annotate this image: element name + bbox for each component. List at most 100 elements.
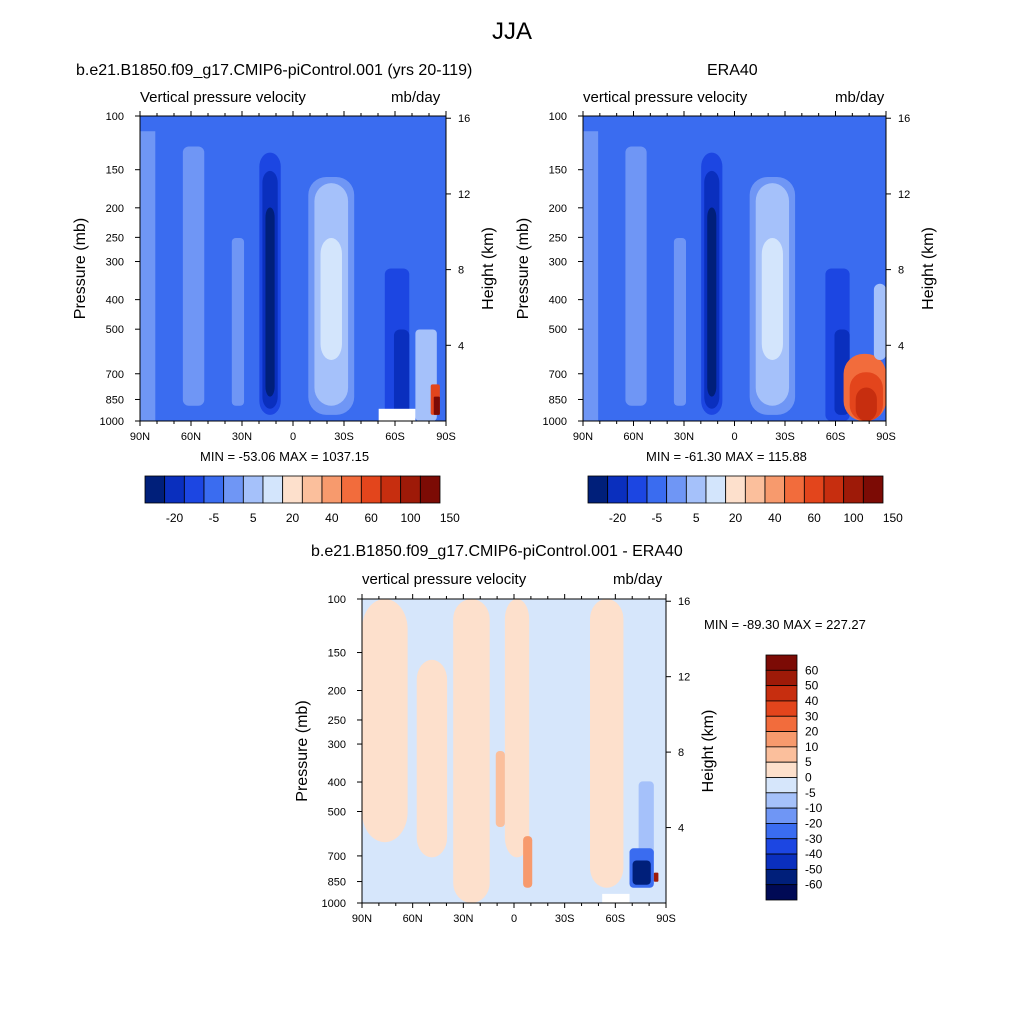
y-tick-label: 400 (328, 777, 346, 789)
y-right-tick-label: 8 (458, 265, 464, 277)
colorbar-swatch (765, 731, 798, 748)
colorbar-swatch (765, 777, 798, 794)
field-band (590, 599, 624, 888)
axes-obs: 90N 60N 30N 0 30S 60S 90S 100 150 200 250 300 400 500… (515, 111, 937, 443)
colorbar-swatch (705, 475, 727, 504)
y-tick-label: 850 (549, 394, 567, 406)
y-right-tick-label: 16 (458, 113, 470, 125)
colorbar-label: -60 (805, 878, 823, 892)
field-1 (583, 116, 886, 421)
y-tick-label: 1000 (543, 416, 567, 428)
colorbar-swatch (764, 475, 786, 504)
model-min-max: MIN = -53.06 MAX = 1037.15 (200, 449, 370, 464)
colorbar-label: 100 (843, 511, 863, 525)
colorbar-swatch (419, 475, 441, 504)
field-2 (362, 599, 666, 903)
field-band (873, 283, 886, 360)
field-band (583, 131, 599, 421)
x-tick-label: 60S (385, 431, 405, 443)
y-tick-label: 700 (106, 369, 124, 381)
colorbar-label: -20 (805, 816, 823, 830)
colorbar-swatch (765, 838, 798, 855)
x-tick-label: 0 (731, 431, 737, 443)
colorbar-label: 40 (805, 694, 819, 708)
colorbar-swatch (183, 475, 205, 504)
y-right-tick-label: 12 (898, 189, 910, 201)
colorbar-swatch (784, 475, 805, 504)
y-tick-label: 400 (549, 295, 567, 307)
y-tick-label: 200 (328, 686, 346, 698)
colorbar-swatch (765, 654, 798, 671)
x-tick-label: 0 (290, 431, 296, 443)
x-tick-label: 90S (656, 913, 676, 925)
colorbar-label: 100 (400, 511, 420, 525)
colorbar-swatch (646, 475, 668, 504)
colorbar-label: -5 (208, 511, 219, 525)
colorbar-swatch (765, 853, 798, 870)
y-right-axis-title: Height (km) (920, 227, 937, 310)
y-tick-label: 700 (549, 369, 567, 381)
x-tick-label: 60S (826, 431, 846, 443)
colorbar-swatch (765, 792, 798, 809)
field-band (673, 238, 687, 406)
y-tick-label: 1000 (322, 898, 346, 910)
x-tick-label: 90N (130, 431, 150, 443)
field-mask (602, 893, 630, 903)
colorbar-label: -20 (166, 511, 184, 525)
colorbar-label: -40 (805, 847, 823, 861)
field-band (320, 238, 342, 360)
colorbar-swatch (400, 475, 421, 504)
x-tick-label: 30S (775, 431, 795, 443)
field-band (504, 599, 530, 858)
x-tick-label: 90N (352, 913, 372, 925)
colorbar-swatch (321, 475, 343, 504)
y-tick-label: 850 (328, 877, 346, 889)
y-tick-label: 250 (106, 232, 124, 244)
colorbar-label: -30 (805, 832, 823, 846)
y-tick-label: 100 (549, 111, 567, 123)
colorbar-label: 50 (805, 679, 819, 693)
colorbar-swatch (744, 475, 766, 504)
field-band (453, 599, 490, 903)
y-tick-label: 300 (106, 257, 124, 269)
y-axis-title: Pressure (mb) (515, 218, 532, 319)
colorbar-label: -10 (805, 801, 823, 815)
colorbar-swatch (242, 475, 264, 504)
y-tick-label: 200 (106, 203, 124, 215)
field-band (393, 329, 410, 415)
field-band (140, 131, 156, 421)
colorbar-label: 20 (805, 725, 819, 739)
diff-units-label: mb/day (613, 571, 663, 588)
y-right-tick-label: 16 (678, 596, 690, 608)
model-panel-title: b.e21.B1850.f09_g17.CMIP6-piControl.001 … (76, 62, 473, 79)
axes-model: 90N 60N 30N 0 30S 60S 90S 100 150 200 250 300 400 500… (72, 111, 497, 443)
colorbar-label: 150 (883, 511, 903, 525)
obs-units-label: mb/day (835, 89, 885, 106)
colorbar-label: 20 (729, 511, 743, 525)
y-tick-label: 250 (549, 232, 567, 244)
colorbar-swatch (666, 475, 687, 504)
colorbar-swatch (380, 475, 402, 504)
field-band (761, 238, 783, 360)
model-units-label: mb/day (391, 89, 441, 106)
y-tick-label: 200 (549, 203, 567, 215)
y-right-tick-label: 8 (898, 265, 904, 277)
colorbar-swatch (301, 475, 323, 504)
y-tick-label: 300 (328, 739, 346, 751)
page-title: JJA (491, 18, 532, 45)
y-right-tick-label: 12 (458, 189, 470, 201)
y-tick-label: 300 (549, 257, 567, 269)
colorbar-label: 40 (325, 511, 339, 525)
x-tick-label: 30N (232, 431, 252, 443)
obs-panel-title: ERA40 (707, 62, 758, 79)
colorbar-swatch (765, 823, 798, 840)
colorbar-label: 0 (805, 771, 812, 785)
diff-variable-label: vertical pressure velocity (362, 571, 527, 588)
obs-variable-label: vertical pressure velocity (583, 89, 748, 106)
colorbar-label: 40 (768, 511, 782, 525)
x-tick-label: 0 (511, 913, 517, 925)
y-tick-label: 500 (549, 324, 567, 336)
colorbar-label: -5 (805, 786, 816, 800)
colorbar-swatch (725, 475, 746, 504)
colorbar-swatch (765, 685, 798, 702)
